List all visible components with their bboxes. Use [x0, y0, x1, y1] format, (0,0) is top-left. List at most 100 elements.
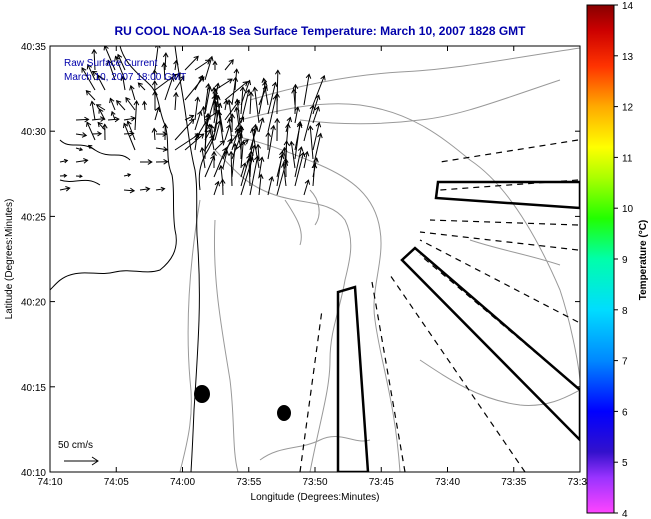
- current-vector: [87, 144, 96, 151]
- current-vector: [312, 105, 320, 124]
- radial-line-2: [371, 281, 406, 472]
- colorbar-tick-label: 14: [622, 1, 634, 12]
- current-vector: [294, 151, 306, 187]
- current-vector: [59, 186, 71, 192]
- current-vector: [265, 131, 272, 151]
- current-vector: [303, 73, 312, 106]
- current-vector: [228, 150, 235, 187]
- colorbar-tick-label: 8: [622, 306, 628, 317]
- current-vector: [75, 158, 89, 164]
- plot-frame: [49, 45, 581, 473]
- current-vector: [216, 110, 224, 142]
- x-tick-label: 74:05: [104, 477, 129, 488]
- current-vector: [248, 91, 254, 115]
- current-vector: [203, 120, 209, 160]
- current-vector: [267, 81, 278, 115]
- current-vector: [204, 154, 216, 178]
- current-vector: [59, 173, 68, 178]
- y-tick-label: 40:15: [21, 383, 46, 394]
- current-vector: [173, 59, 179, 71]
- bathymetry-contour-8: [259, 435, 371, 461]
- radial-line-5: [419, 239, 579, 323]
- current-vector: [226, 99, 233, 124]
- bathymetry-contour-10: [469, 239, 561, 266]
- current-vector: [133, 100, 140, 131]
- current-vector: [194, 110, 203, 131]
- y-tick-label: 40:35: [21, 42, 46, 53]
- current-vector: [142, 100, 147, 111]
- chart-title: RU COOL NOAA-18 Sea Surface Temperature:…: [114, 24, 526, 38]
- current-vector: [312, 132, 323, 169]
- current-vector: [224, 59, 234, 71]
- legend-line-2: March 10, 2007 18:00 GMT: [64, 72, 186, 83]
- current-vector: [194, 59, 211, 71]
- current-vector: [240, 88, 251, 124]
- current-vector: [59, 158, 69, 164]
- current-vector: [109, 97, 116, 111]
- current-vector: [125, 96, 136, 111]
- current-vector: [307, 125, 314, 160]
- current-vector: [240, 162, 247, 178]
- radial-line-7: [429, 219, 579, 226]
- x-tick-label: 73:45: [369, 477, 394, 488]
- current-vector: [97, 121, 106, 131]
- current-vector: [282, 157, 289, 178]
- bathymetry-contours: [179, 47, 580, 472]
- y-tick-label: 40:30: [21, 127, 46, 138]
- current-vector: [211, 86, 217, 115]
- current-vector: [174, 75, 185, 91]
- current-vector: [194, 74, 204, 91]
- current-vector: [274, 92, 280, 115]
- current-vector: [223, 99, 229, 111]
- current-vector: [211, 150, 217, 169]
- current-vector: [110, 110, 116, 121]
- bathymetry-contour-6: [179, 199, 201, 472]
- current-vector: [75, 116, 90, 123]
- current-vector: [137, 82, 146, 91]
- bathymetry-contour-2: [229, 134, 401, 472]
- x-tick-label: 73:50: [302, 477, 327, 488]
- bathymetry-contour-3: [239, 103, 580, 381]
- current-vector: [174, 118, 195, 141]
- scale-arrow: [64, 456, 99, 466]
- coastline-inlet: [59, 139, 131, 186]
- current-vector: [248, 150, 254, 178]
- current-vector: [75, 132, 88, 138]
- wedge-south: [336, 285, 370, 472]
- current-vector: [199, 146, 206, 169]
- current-vector: [85, 89, 96, 101]
- current-vector: [91, 70, 106, 81]
- x-axis: 74:10 74:05 74:00 73:55 73:50 73:45 73:40 73:35…: [37, 46, 593, 488]
- current-vector: [161, 61, 167, 81]
- current-vector: [246, 157, 252, 187]
- x-tick-label: 73:40: [435, 477, 460, 488]
- radial-line-1: [299, 309, 323, 472]
- current-vector: [86, 63, 96, 81]
- current-vector: [222, 149, 229, 169]
- coastline-bay: [50, 46, 177, 291]
- bathymetry-contour-5: [299, 79, 561, 125]
- bathymetry-contour-4: [249, 47, 580, 101]
- current-vector: [294, 146, 304, 178]
- current-vector: [274, 117, 280, 142]
- current-vector: [235, 128, 242, 151]
- station-marker-1: [194, 385, 210, 403]
- y-tick-label: 40:20: [21, 298, 46, 309]
- current-vector: [294, 120, 303, 160]
- current-vector: [139, 159, 153, 165]
- current-vector: [164, 76, 175, 101]
- current-vector: [249, 155, 260, 196]
- current-vector: [312, 94, 321, 115]
- current-vector: [114, 55, 126, 81]
- wedge-east: [434, 180, 580, 210]
- current-vector: [129, 84, 136, 101]
- current-vector: [207, 123, 215, 151]
- current-vector: [239, 86, 246, 115]
- current-vector: [303, 179, 311, 196]
- current-vector: [152, 90, 158, 111]
- current-vector: [151, 127, 158, 141]
- scale-label: 50 cm/s: [58, 440, 93, 451]
- current-vector: [292, 83, 299, 115]
